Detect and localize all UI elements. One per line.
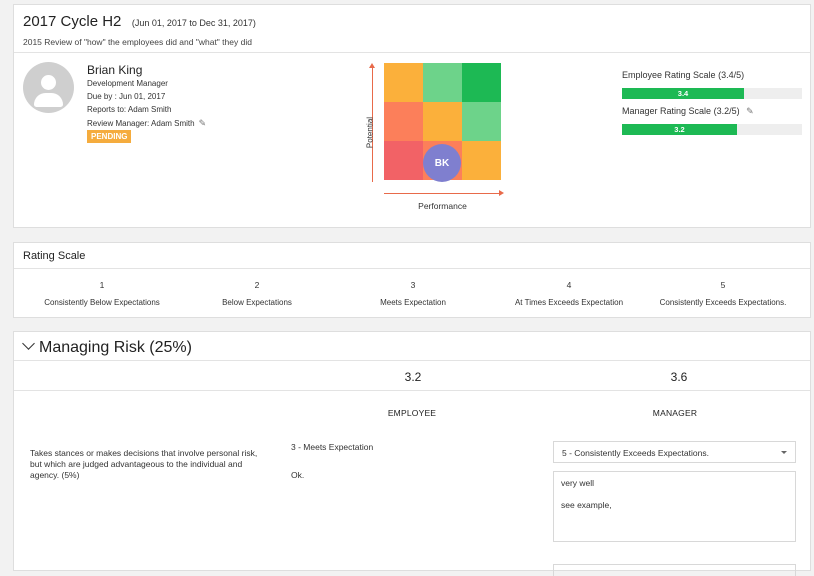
rating-level-desc: Consistently Exceeds Expectations. bbox=[659, 298, 787, 307]
next-rating-select[interactable] bbox=[553, 564, 796, 576]
manager-rating-value: 3.2 bbox=[674, 125, 685, 134]
pencil-icon[interactable]: ✎ bbox=[198, 118, 207, 128]
review-manager-text: Review Manager: Adam Smith bbox=[87, 119, 195, 128]
rating-scale-title: Rating Scale bbox=[23, 250, 86, 262]
rating-level-5: 5 Consistently Exceeds Expectations. bbox=[648, 280, 798, 307]
manager-rating-fraction: (3.2/5) bbox=[713, 106, 740, 116]
employee-rating-bar-fill bbox=[622, 88, 744, 99]
employee-rating-value: 3.4 bbox=[677, 89, 689, 98]
rating-level-1: 1 Consistently Below Expectations bbox=[27, 280, 177, 307]
employee-section-score: 3.2 bbox=[404, 370, 422, 384]
rating-level-desc: Below Expectations bbox=[222, 298, 292, 307]
manager-rating-select-value: 5 - Consistently Exceeds Expectations. bbox=[562, 448, 709, 458]
manager-comment-line: very well bbox=[561, 478, 595, 488]
user-avatar-icon bbox=[23, 62, 74, 113]
manager-section-score: 3.6 bbox=[670, 370, 688, 384]
rating-level-4: 4 At Times Exceeds Expectation bbox=[494, 280, 644, 307]
grid-cell bbox=[462, 141, 501, 180]
rating-level-number: 5 bbox=[720, 280, 726, 290]
employee-comment: Ok. bbox=[291, 470, 305, 480]
chevron-down-icon bbox=[781, 451, 787, 454]
employee-rating-label-text: Employee Rating Scale bbox=[622, 70, 716, 80]
manager-comment-field[interactable]: very well see example, bbox=[553, 471, 796, 542]
rating-level-number: 4 bbox=[566, 280, 572, 290]
cycle-title: 2017 Cycle H2 bbox=[23, 13, 122, 30]
score-divider bbox=[14, 390, 810, 391]
rating-level-desc: Meets Expectation bbox=[380, 298, 446, 307]
performance-axis-arrow bbox=[499, 190, 504, 196]
employee-rating-answer: 3 - Meets Expectation bbox=[291, 442, 374, 452]
potential-axis-arrow bbox=[369, 63, 375, 68]
section-toggle[interactable]: Managing Risk (25%) bbox=[22, 337, 192, 357]
review-manager-row: Review Manager: Adam Smith ✎ bbox=[87, 118, 206, 129]
employee-rating-bar: 3.4 bbox=[622, 88, 802, 99]
potential-axis-label: Potential bbox=[365, 116, 375, 149]
rating-level-number: 1 bbox=[99, 280, 105, 290]
cycle-title-row: 2017 Cycle H2 (Jun 01, 2017 to Dec 31, 2… bbox=[23, 13, 256, 31]
manager-rating-label-text: Manager Rating Scale bbox=[622, 106, 712, 116]
potential-axis bbox=[372, 65, 373, 182]
rating-scale-divider bbox=[14, 268, 810, 269]
manager-rating-bar: 3.2 bbox=[622, 124, 802, 135]
performance-axis bbox=[384, 193, 501, 194]
grid-cell bbox=[423, 63, 462, 102]
manager-rating-select[interactable]: 5 - Consistently Exceeds Expectations. bbox=[553, 441, 796, 463]
competency-question: Takes stances or makes decisions that in… bbox=[30, 448, 258, 480]
cycle-date-range: (Jun 01, 2017 to Dec 31, 2017) bbox=[131, 18, 256, 28]
manager-column-header: MANAGER bbox=[652, 408, 698, 418]
rating-level-3: 3 Meets Expectation bbox=[338, 280, 488, 307]
employee-role: Development Manager bbox=[87, 79, 168, 88]
manager-rating-scale-label: Manager Rating Scale (3.2/5) ✎ bbox=[622, 106, 754, 117]
rating-level-number: 2 bbox=[254, 280, 260, 290]
employee-column-header: EMPLOYEE bbox=[387, 408, 437, 418]
section-divider bbox=[14, 360, 810, 361]
employee-grid-marker[interactable]: BK bbox=[423, 144, 461, 182]
grid-cell bbox=[462, 63, 501, 102]
employee-rating-scale-label: Employee Rating Scale (3.4/5) bbox=[622, 70, 744, 80]
edit-manager-rating-icon[interactable]: ✎ bbox=[746, 106, 754, 116]
competency-section-card: Managing Risk (25%) 3.2 3.6 EMPLOYEE MAN… bbox=[13, 331, 811, 576]
employee-name: Brian King bbox=[87, 63, 143, 77]
section-title: Managing Risk (25%) bbox=[39, 339, 192, 356]
review-header-card: 2017 Cycle H2 (Jun 01, 2017 to Dec 31, 2… bbox=[13, 4, 811, 228]
employee-due-date: Due by : Jun 01, 2017 bbox=[87, 92, 166, 101]
cycle-subtitle: 2015 Review of "how" the employees did a… bbox=[23, 37, 252, 47]
grid-cell bbox=[384, 141, 423, 180]
employee-reports-to: Reports to: Adam Smith bbox=[87, 105, 172, 114]
rating-level-2: 2 Below Expectations bbox=[182, 280, 332, 307]
rating-scale-card: Rating Scale 1 Consistently Below Expect… bbox=[13, 242, 811, 318]
rating-level-desc: Consistently Below Expectations bbox=[44, 298, 160, 307]
employee-rating-fraction: (3.4/5) bbox=[718, 70, 745, 80]
manager-rating-bar-fill bbox=[622, 124, 737, 135]
manager-comment-line: see example, bbox=[561, 500, 612, 510]
grid-cell bbox=[423, 102, 462, 141]
status-badge: PENDING bbox=[87, 130, 132, 143]
header-divider bbox=[14, 52, 810, 53]
chevron-down-icon bbox=[22, 337, 35, 350]
grid-cell bbox=[384, 102, 423, 141]
rating-level-number: 3 bbox=[410, 280, 416, 290]
rating-level-desc: At Times Exceeds Expectation bbox=[514, 298, 624, 307]
grid-cell bbox=[384, 63, 423, 102]
performance-axis-label: Performance bbox=[418, 201, 467, 211]
grid-cell bbox=[462, 102, 501, 141]
